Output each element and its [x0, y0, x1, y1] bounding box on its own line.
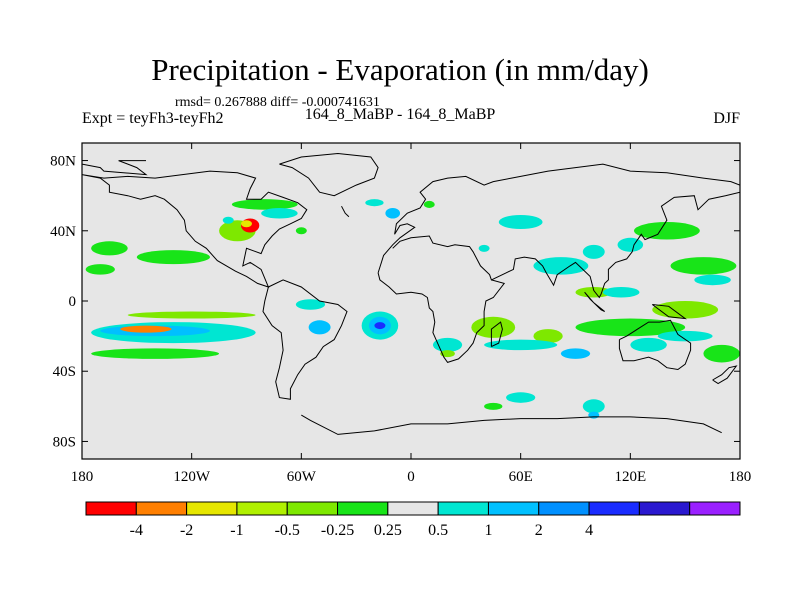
- colorbar-swatch: [236, 501, 288, 516]
- field-region: [633, 222, 700, 240]
- coastline-layer: [82, 152, 740, 435]
- coastline: [392, 191, 740, 299]
- y-tick-label: 80N: [50, 154, 76, 170]
- field-region: [365, 199, 384, 207]
- colorbar-swatch: [85, 501, 137, 516]
- coastline: [618, 319, 692, 371]
- colorbar-swatch: [437, 501, 489, 516]
- y-tick-label: 40S: [53, 364, 76, 380]
- field-region: [385, 207, 401, 219]
- field-region: [575, 318, 686, 337]
- experiment-label: Expt = teyFh3-teyFh2: [82, 110, 224, 127]
- colorbar-swatch: [689, 501, 741, 516]
- coastline: [651, 304, 687, 320]
- colorbar-label: -1: [230, 522, 243, 539]
- coastline: [712, 365, 738, 385]
- coastline: [279, 152, 379, 197]
- colorbar-label: 4: [585, 522, 593, 539]
- x-tick-label: 120W: [173, 469, 211, 485]
- field-layer: [85, 199, 740, 419]
- colorbar-swatch: [538, 501, 590, 516]
- field-region: [261, 207, 298, 219]
- colorbar-swatch: [387, 501, 439, 516]
- field-region: [582, 244, 605, 259]
- y-tick-label: 0: [69, 294, 77, 310]
- colorbar-swatch: [186, 501, 238, 516]
- field-region: [657, 330, 713, 342]
- field-region: [91, 241, 128, 256]
- field-region: [478, 244, 490, 252]
- field-region: [703, 344, 740, 363]
- y-tick-label: 80S: [53, 434, 76, 450]
- field-region: [432, 337, 463, 352]
- field-region: [241, 220, 252, 228]
- coastline: [82, 170, 308, 288]
- stats-line: rmsd= 0.267888 diff= -0.000741631: [175, 95, 380, 110]
- colorbar-swatch: [135, 501, 188, 516]
- colorbar-swatch: [337, 501, 389, 516]
- coastline: [377, 163, 740, 274]
- colorbar-label: 2: [535, 522, 543, 539]
- field-region: [295, 227, 307, 235]
- case-label: 164_8_MaBP - 164_8_MaBP: [304, 106, 496, 123]
- axis-layer: 180 120W 60W 0 60E 120E 180 80N 40N 0 40S 80S: [50, 143, 751, 485]
- x-tick-label: 0: [407, 469, 415, 485]
- colorbar-label: 0.5: [428, 522, 448, 539]
- y-tick-label: 40N: [50, 224, 76, 240]
- field-region: [602, 286, 640, 298]
- field-region: [617, 237, 644, 252]
- coastline: [490, 321, 503, 348]
- coastline: [584, 291, 606, 312]
- colorbar-label: -0.5: [275, 522, 300, 539]
- field-region: [440, 350, 455, 358]
- field-region: [694, 274, 731, 286]
- field-region: [91, 348, 220, 359]
- field-region: [560, 348, 591, 359]
- field-region: [295, 299, 326, 310]
- field-region: [374, 322, 386, 330]
- colorbar-label: 0.25: [374, 522, 402, 539]
- colorbar-swatch: [487, 501, 540, 516]
- field-region: [670, 257, 737, 275]
- colorbar-swatch: [638, 501, 691, 516]
- x-tick-label: 180: [71, 469, 94, 485]
- field-region: [506, 392, 536, 403]
- field-region: [582, 399, 605, 414]
- colorbar-swatch: [286, 501, 339, 516]
- colorbar-label: 1: [484, 522, 492, 539]
- colorbar-label: -4: [130, 522, 143, 539]
- field-region: [533, 257, 589, 275]
- x-tick-label: 180: [729, 469, 752, 485]
- field-region: [423, 200, 435, 208]
- x-tick-label: 60W: [287, 469, 317, 485]
- field-region: [85, 264, 115, 275]
- field-region: [498, 214, 543, 230]
- x-tick-label: 60E: [509, 469, 533, 485]
- field-region: [120, 325, 172, 333]
- chart-title: Precipitation - Evaporation (in mm/day): [151, 52, 649, 87]
- field-region: [533, 329, 563, 344]
- field-region: [630, 337, 667, 352]
- field-region: [484, 402, 503, 410]
- plot-background: [82, 143, 740, 459]
- colorbar-label: -0.25: [321, 522, 354, 539]
- coastline: [301, 414, 722, 435]
- coastline: [262, 279, 348, 400]
- coastline: [341, 205, 350, 218]
- coastline: [377, 272, 506, 363]
- field-region: [308, 320, 331, 335]
- coastline: [82, 160, 148, 176]
- colorbar: -4 -2 -1 -0.5 -0.25 0.25 0.5 1 2 4: [85, 501, 741, 539]
- colorbar-label: -2: [180, 522, 193, 539]
- field-region: [231, 199, 298, 210]
- field-region: [127, 311, 256, 319]
- field-region: [136, 250, 210, 265]
- field-region: [484, 339, 558, 351]
- field-region: [652, 301, 719, 319]
- field-region: [222, 216, 234, 224]
- season-label: DJF: [713, 110, 740, 127]
- colorbar-swatch: [588, 501, 640, 516]
- x-tick-label: 120E: [614, 469, 646, 485]
